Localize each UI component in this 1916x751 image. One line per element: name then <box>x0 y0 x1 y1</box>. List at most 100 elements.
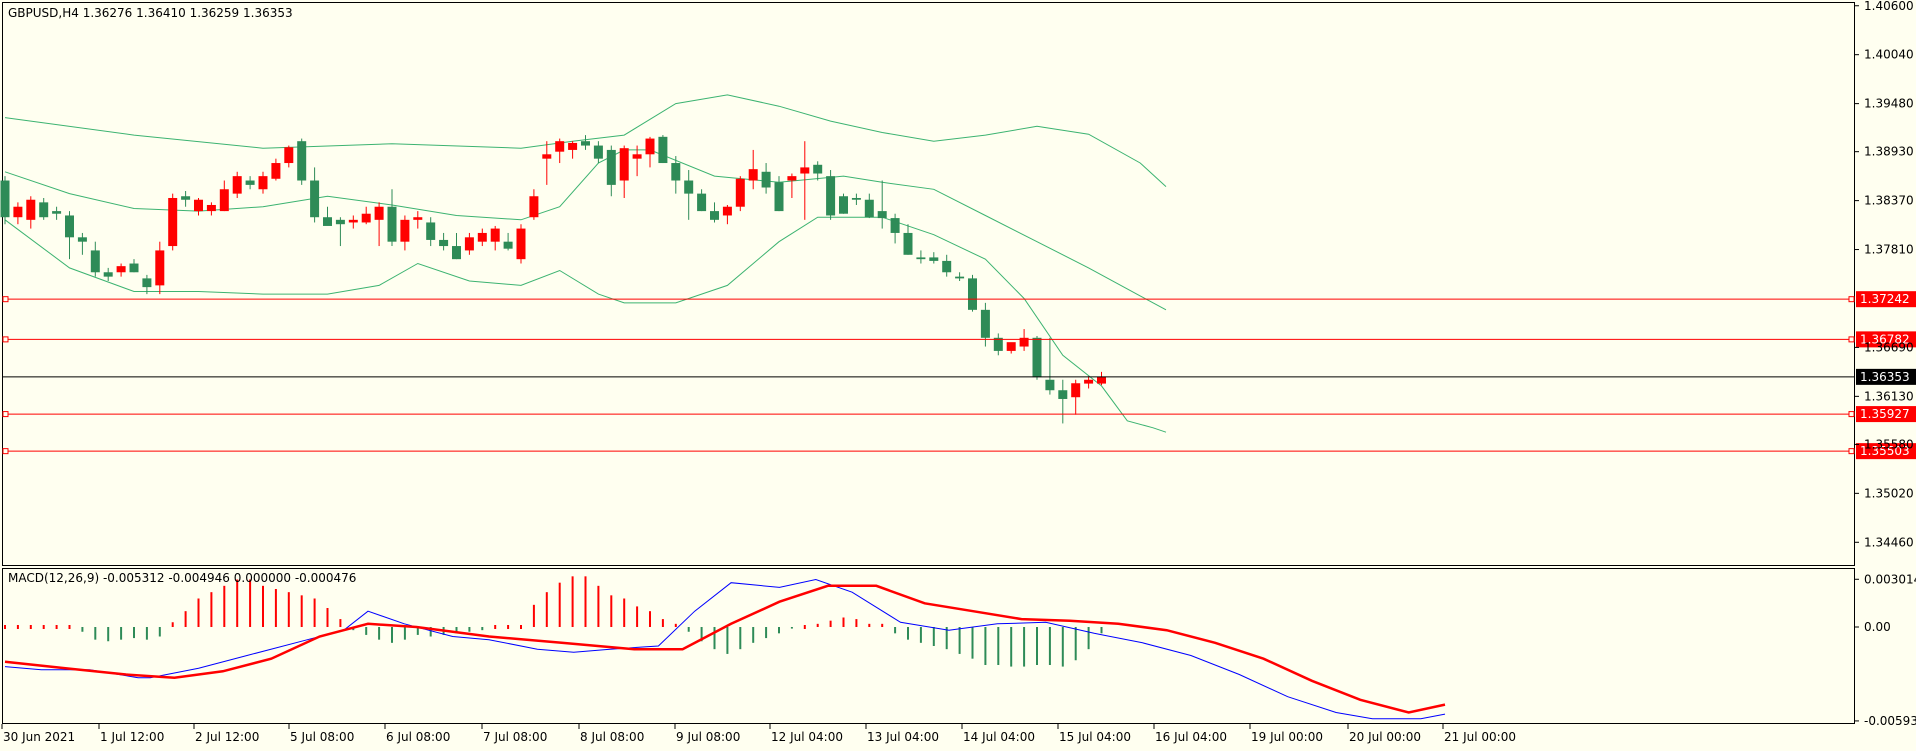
price-tick-label: 1.35020 <box>1864 486 1914 500</box>
candle-body <box>361 213 371 223</box>
candle-body <box>116 266 126 273</box>
candle-body <box>477 232 487 242</box>
time-tick-label: 30 Jun 2021 <box>3 730 75 744</box>
level-price-label: 1.37242 <box>1860 292 1910 306</box>
level-handle-left[interactable] <box>2 336 9 343</box>
candle-body <box>271 163 281 179</box>
candle-body <box>181 196 191 200</box>
candle-body <box>142 278 152 288</box>
candle-body <box>348 219 358 223</box>
candle-body <box>774 182 784 212</box>
candle-body <box>103 272 113 277</box>
candle-body <box>464 237 474 251</box>
level-handle-left[interactable] <box>2 411 9 418</box>
time-tick-label: 13 Jul 04:00 <box>867 730 939 744</box>
candle-body <box>658 136 668 164</box>
price-tick-label: 1.38370 <box>1864 194 1914 208</box>
macd-header: MACD(12,26,9) -0.005312 -0.004946 0.0000… <box>8 571 356 585</box>
candle-body <box>439 239 449 247</box>
candle-body <box>1032 337 1042 378</box>
candle-body <box>503 241 513 249</box>
price-tick-label: 1.36130 <box>1864 389 1914 403</box>
candle-body <box>232 176 242 194</box>
level-price-tag <box>1856 443 1916 460</box>
candle-body <box>155 250 165 286</box>
candle-body <box>39 202 49 218</box>
candle-body <box>787 176 797 181</box>
level-handle-left[interactable] <box>2 448 9 455</box>
candle-body <box>555 141 565 152</box>
candle-body <box>942 260 952 273</box>
level-handle-right[interactable] <box>1848 448 1855 455</box>
price-tick-label: 1.40040 <box>1864 48 1914 62</box>
level-price-tag <box>1856 291 1916 308</box>
candle-body <box>684 180 694 194</box>
time-tick-label: 7 Jul 08:00 <box>483 730 547 744</box>
candle-body <box>890 218 900 233</box>
candle-body <box>606 149 616 185</box>
candle-body <box>529 196 539 218</box>
candle-body <box>929 257 939 261</box>
time-tick-label: 19 Jul 00:00 <box>1251 730 1323 744</box>
macd-tick-label: -0.005932 <box>1864 714 1916 728</box>
candle-body <box>219 189 229 212</box>
candle-body <box>0 180 10 218</box>
candle-body <box>65 215 74 238</box>
candle-body <box>297 141 307 181</box>
level-handle-right[interactable] <box>1848 296 1855 303</box>
level-price-label: 1.35927 <box>1860 407 1910 421</box>
candle-body <box>671 163 681 181</box>
price-tick-label: 1.35580 <box>1864 437 1914 451</box>
horizontal-levels[interactable]: 1.37242 1.36782 1.35927 1.35503 1.36353 <box>2 291 1916 460</box>
candle-body <box>710 211 719 220</box>
candle-body <box>839 196 848 214</box>
candle-body <box>335 219 345 225</box>
candle-body <box>619 148 629 181</box>
candle-body <box>129 263 139 273</box>
candle-body <box>632 154 642 159</box>
candle-body <box>800 167 810 174</box>
level-price-label: 1.36782 <box>1860 332 1910 346</box>
time-tick-label: 2 Jul 12:00 <box>195 730 259 744</box>
level-price-label: 1.35503 <box>1860 444 1910 458</box>
time-tick-label: 14 Jul 04:00 <box>963 730 1035 744</box>
candle-body <box>735 178 745 207</box>
candle-body <box>761 171 771 188</box>
candle-body <box>826 176 836 216</box>
time-tick-label: 1 Jul 12:00 <box>100 730 164 744</box>
candle-body <box>1084 379 1094 384</box>
bollinger-lower-line <box>4 216 1167 433</box>
candle-body <box>52 211 62 214</box>
time-tick-label: 6 Jul 08:00 <box>386 730 450 744</box>
candle-body <box>245 180 255 185</box>
time-tick-label: 9 Jul 08:00 <box>676 730 740 744</box>
time-tick-label: 12 Jul 04:00 <box>771 730 843 744</box>
candle-body <box>77 237 87 242</box>
candle-body <box>1006 342 1016 351</box>
symbol-header: GBPUSD,H4 1.36276 1.36410 1.36259 1.3635… <box>8 6 293 20</box>
candle-body <box>542 154 552 159</box>
candle-body <box>206 204 216 212</box>
level-handle-left[interactable] <box>2 296 9 303</box>
bollinger-upper-line <box>4 94 1167 187</box>
candle-body <box>581 141 590 146</box>
candle-body <box>194 199 203 212</box>
price-tick-label: 1.34460 <box>1864 535 1914 549</box>
candle-body <box>284 147 294 164</box>
candle-body <box>903 232 913 255</box>
candle-body <box>387 206 397 242</box>
macd-indicator <box>4 576 1446 720</box>
candle-body <box>1071 383 1081 398</box>
level-handle-right[interactable] <box>1848 336 1855 343</box>
macd-axis: 0.003014 0.00 -0.005932 <box>1854 572 1916 728</box>
candle-body <box>593 145 603 159</box>
level-handle-right[interactable] <box>1848 411 1855 418</box>
candle-body <box>980 309 990 338</box>
time-tick-label: 15 Jul 04:00 <box>1059 730 1131 744</box>
price-tick-label: 1.36690 <box>1864 340 1914 354</box>
candle-body <box>851 197 861 200</box>
candle-body <box>877 211 887 219</box>
